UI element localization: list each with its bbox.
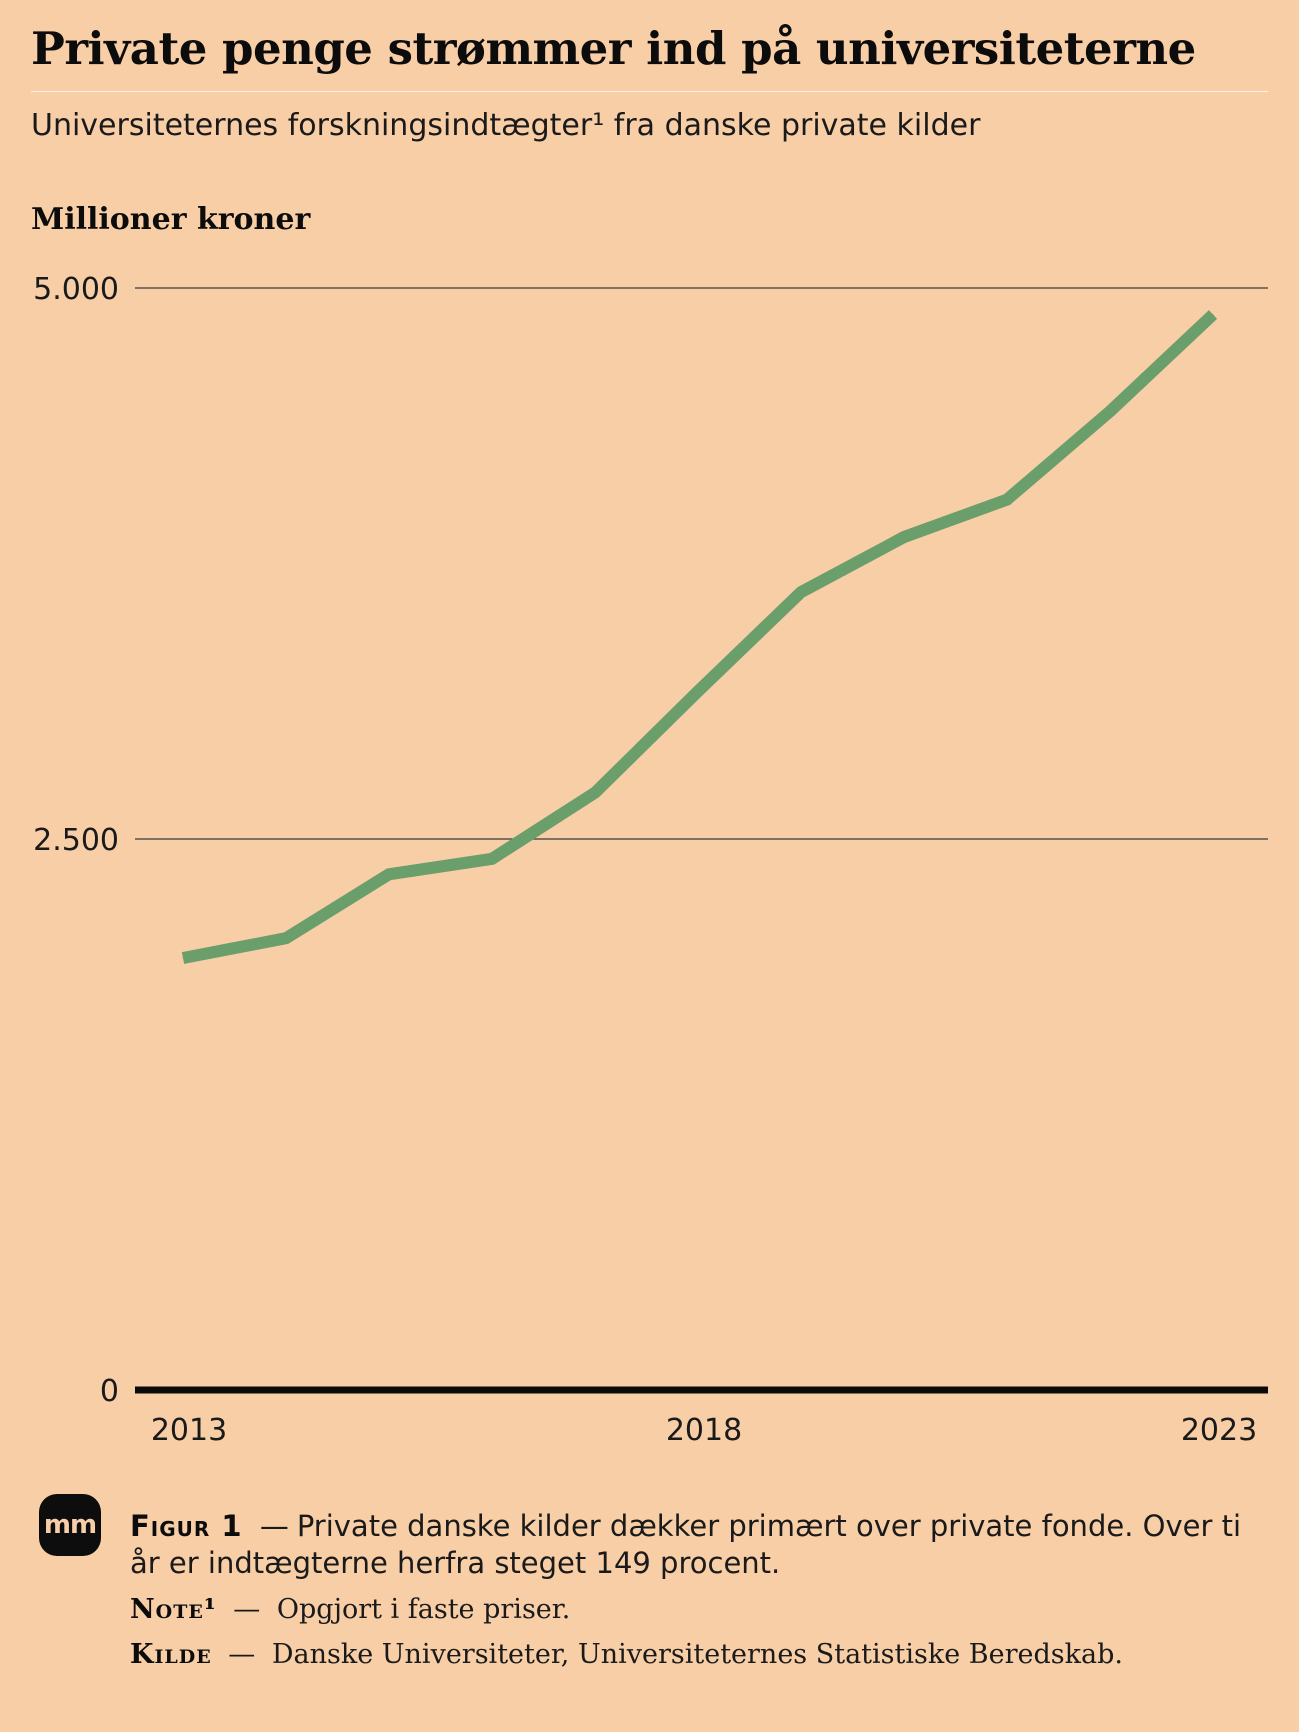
- y-tick-label: 0: [100, 1374, 119, 1409]
- source-label: Kilde: [130, 1639, 212, 1670]
- x-axis-ticks: 2013 2018 2023: [151, 1413, 1257, 1448]
- y-tick-label: 2.500: [33, 823, 119, 858]
- data-point-2017: [594, 792, 596, 794]
- grid-lines: [135, 287, 1268, 1394]
- caption-dash: —: [259, 1509, 289, 1543]
- note-text: Opgjort i faste priser.: [276, 1594, 571, 1625]
- data-point-2019: [800, 591, 802, 593]
- figure-caption: Figur 1 — Private danske kilder dækker pr…: [130, 1508, 1260, 1582]
- data-point-2014: [285, 937, 287, 939]
- figure-label: Figur 1: [130, 1509, 243, 1543]
- chart-subtitle: Universiteternes forskningsindtægter¹ fr…: [31, 108, 981, 143]
- x-tick-label: 2018: [666, 1413, 742, 1448]
- data-point-2015: [388, 873, 390, 875]
- data-point-2022: [1109, 410, 1111, 412]
- y-axis-unit-label: Millioner kroner: [31, 202, 311, 237]
- data-point-2016: [491, 858, 493, 860]
- figure-footer: Figur 1 — Private danske kilder dækker pr…: [130, 1508, 1260, 1670]
- y-axis-ticks: 0 2.500 5.000: [33, 272, 119, 1409]
- data-point-2018: [697, 690, 699, 692]
- source-line: Kilde — Danske Universiteter, Universite…: [130, 1639, 1260, 1670]
- note-dash: —: [233, 1594, 261, 1625]
- brand-logo: mm: [39, 1494, 101, 1556]
- note-label: Note¹: [130, 1594, 217, 1625]
- figure-text: Private danske kilder dækker primært ove…: [130, 1509, 1242, 1580]
- logo-text: mm: [43, 1510, 97, 1540]
- source-dash: —: [228, 1639, 256, 1670]
- title-divider: [31, 91, 1268, 92]
- note-line: Note¹ — Opgjort i faste priser.: [130, 1594, 1260, 1625]
- line-chart: 0 2.500 5.000 2013 2018 2023: [33, 272, 1268, 1448]
- data-point-2023: [1212, 313, 1214, 315]
- chart-title: Private penge strømmer ind på universite…: [31, 22, 1196, 75]
- x-tick-label: 2023: [1181, 1413, 1257, 1448]
- series-line: [181, 310, 1218, 964]
- x-tick-label: 2013: [151, 1413, 227, 1448]
- y-tick-label: 5.000: [33, 272, 119, 307]
- series-group: [181, 310, 1218, 964]
- data-point-2013: [182, 957, 184, 959]
- data-point-2020: [903, 536, 905, 538]
- source-text: Danske Universiteter, Universiteternes S…: [271, 1639, 1123, 1670]
- data-point-2021: [1006, 499, 1008, 501]
